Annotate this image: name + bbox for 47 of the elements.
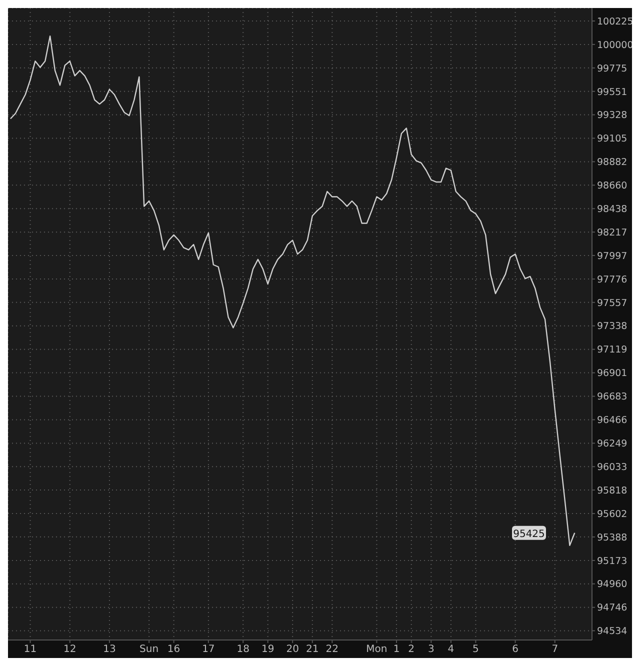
x-tick-label: 20 [286, 644, 299, 656]
y-tick-label: 94534 [597, 626, 628, 638]
y-tick-label: 98217 [597, 227, 628, 238]
y-tick-label: 95602 [597, 508, 628, 520]
x-tick-label: 17 [202, 644, 215, 656]
y-tick-label: 99551 [597, 86, 628, 98]
y-tick-label: 94960 [597, 579, 628, 590]
y-tick-label: 97776 [597, 274, 628, 286]
y-tick-label: 99775 [597, 63, 628, 74]
y-tick-label: 97338 [597, 321, 628, 332]
y-tick-label: 94746 [597, 602, 628, 614]
y-tick-label: 96901 [597, 368, 628, 380]
x-tick-label: 19 [261, 644, 274, 656]
annotation: 95425 [513, 528, 545, 540]
y-tick-label: 97119 [597, 344, 628, 356]
x-tick-label: 2 [408, 644, 415, 656]
x-tick-label: 3 [428, 644, 434, 656]
x-tick-label: 18 [236, 644, 250, 656]
y-tick-label: 96033 [597, 462, 628, 474]
x-tick-label: 1 [393, 644, 400, 656]
y-tick-label: 95173 [597, 556, 628, 567]
x-tick-label: Mon [366, 644, 388, 656]
x-tick-label: 6 [512, 644, 518, 656]
x-tick-label: Sun [140, 644, 159, 656]
line-series [10, 36, 576, 546]
y-tick-label: 97997 [597, 250, 628, 262]
y-tick-label: 98660 [597, 180, 628, 192]
y-tick-label: 96683 [597, 392, 628, 403]
x-tick-label: 13 [103, 644, 116, 656]
x-tick-label: 4 [448, 644, 454, 656]
y-tick-label: 100225 [597, 16, 634, 28]
x-tick-label: 11 [24, 644, 37, 656]
y-tick-label: 96249 [597, 438, 628, 450]
x-tick-label: 5 [472, 644, 479, 656]
y-tick-label: 97557 [597, 298, 628, 309]
y-tick-label: 98882 [597, 157, 628, 168]
x-tick-label: 22 [326, 644, 339, 656]
y-tick-label: 96466 [597, 415, 628, 426]
y-tick-label: 98438 [597, 204, 628, 216]
x-tick-label: 7 [552, 644, 558, 656]
y-tick-label: 95818 [597, 485, 628, 496]
x-tick-label: 21 [306, 644, 319, 656]
x-tick-label: 12 [63, 644, 76, 656]
y-tick-label: 99105 [597, 134, 628, 145]
x-tick-label: 16 [167, 644, 180, 656]
y-tick-label: 99328 [597, 110, 628, 122]
y-tick-label: 95388 [597, 532, 628, 544]
